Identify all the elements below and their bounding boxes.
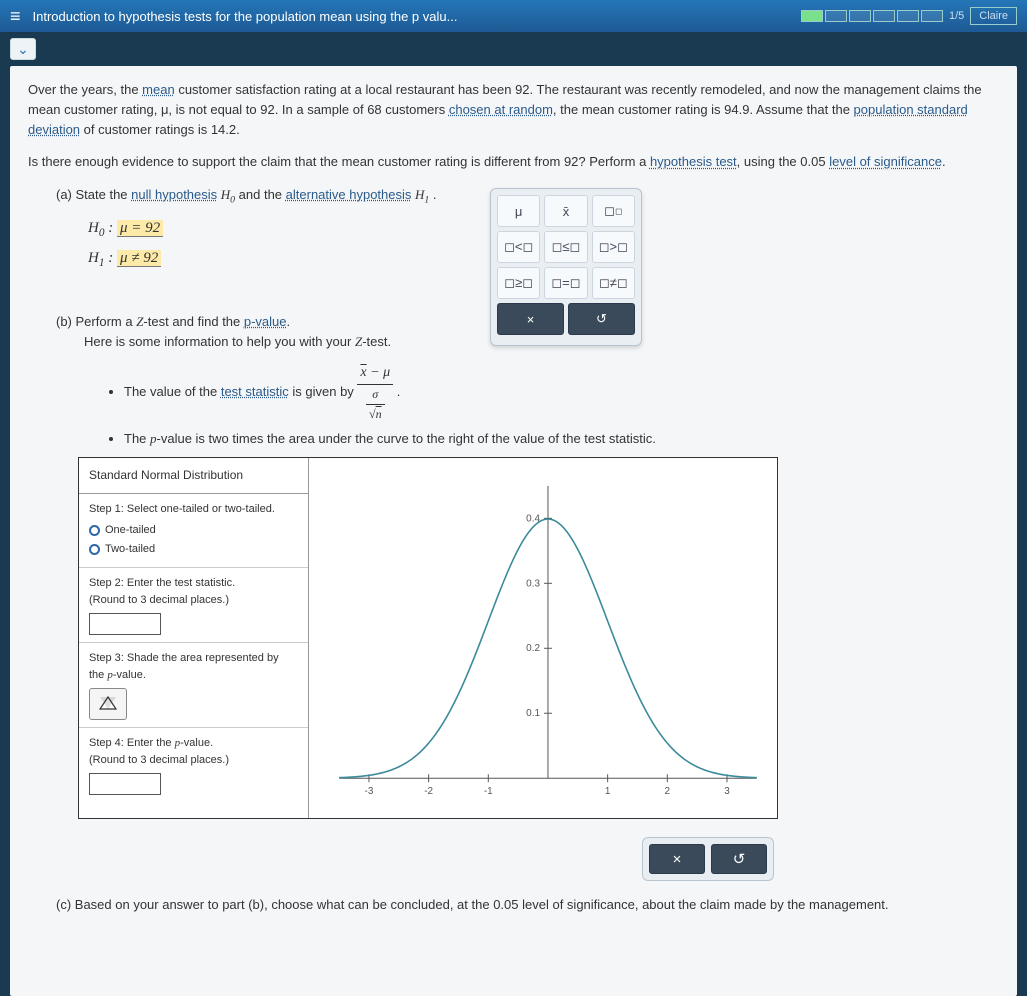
header-bar: ≡ Introduction to hypothesis tests for t…: [0, 0, 1027, 32]
dist-controls: Standard Normal Distribution Step 1: Sel…: [79, 458, 309, 818]
z-formula: x − μ σ √n: [357, 362, 393, 423]
progress-box: [921, 10, 943, 22]
palette-lt[interactable]: ◻<◻: [497, 231, 540, 263]
problem-para-1: Over the years, the mean customer satisf…: [28, 80, 999, 140]
shade-button[interactable]: [89, 688, 127, 720]
link-mean[interactable]: mean: [142, 82, 175, 97]
svg-text:-1: -1: [484, 787, 493, 798]
page-title: Introduction to hypothesis tests for the…: [33, 9, 801, 24]
svg-text:-2: -2: [424, 787, 433, 798]
step-4: Step 4: Enter the p-value. (Round to 3 d…: [79, 728, 308, 818]
svg-text:-3: -3: [365, 787, 374, 798]
svg-text:3: 3: [724, 787, 730, 798]
h0-input[interactable]: μ = 92: [117, 220, 163, 237]
radio-one-tailed[interactable]: One-tailed: [89, 522, 298, 539]
header-right: 1/5 Claire: [801, 7, 1017, 25]
palette-ge[interactable]: ◻≥◻: [497, 267, 540, 299]
progress-box: [897, 10, 919, 22]
link-test-stat[interactable]: test statistic: [221, 384, 289, 399]
svg-text:1: 1: [605, 787, 611, 798]
svg-text:0.2: 0.2: [526, 644, 540, 655]
palette-reset[interactable]: ↺: [568, 303, 635, 335]
problem-para-2: Is there enough evidence to support the …: [28, 152, 999, 172]
user-name[interactable]: Claire: [970, 7, 1017, 25]
progress-box: [825, 10, 847, 22]
symbol-palette: μ x̄ ◻◻ ◻<◻ ◻≤◻ ◻>◻ ◻≥◻ ◻=◻ ◻≠◻ × ↺: [490, 188, 642, 346]
progress-count: 1/5: [949, 10, 964, 22]
step-2: Step 2: Enter the test statistic. (Round…: [79, 568, 308, 643]
link-alt[interactable]: alternative hypothesis: [286, 187, 412, 202]
radio-icon: [89, 525, 100, 536]
bottom-actions: × ↺: [28, 837, 999, 881]
palette-eq[interactable]: ◻=◻: [544, 267, 587, 299]
palette-clear[interactable]: ×: [497, 303, 564, 335]
collapse-button[interactable]: ⌄: [10, 38, 36, 60]
svg-text:0.3: 0.3: [526, 579, 540, 590]
dist-title: Standard Normal Distribution: [79, 458, 308, 494]
progress-bar: [801, 10, 943, 22]
part-c-label: (c) Based on your answer to part (b), ch…: [56, 895, 999, 915]
link-null[interactable]: null hypothesis: [131, 187, 217, 202]
radio-two-tailed[interactable]: Two-tailed: [89, 541, 298, 558]
test-statistic-input[interactable]: [89, 613, 161, 635]
svg-text:0.1: 0.1: [526, 709, 540, 720]
link-pvalue[interactable]: p-value: [244, 314, 287, 329]
step-3: Step 3: Shade the area represented by th…: [79, 643, 308, 728]
menu-icon[interactable]: ≡: [10, 6, 21, 27]
palette-xbar[interactable]: x̄: [544, 195, 587, 227]
step-1: Step 1: Select one-tailed or two-tailed.…: [79, 494, 308, 568]
link-level[interactable]: level of significance: [829, 154, 942, 169]
palette-mu[interactable]: μ: [497, 195, 540, 227]
link-hyp-test[interactable]: hypothesis test: [650, 154, 737, 169]
action-bar: × ↺: [642, 837, 774, 881]
pvalue-input[interactable]: [89, 773, 161, 795]
palette-box-sup[interactable]: ◻◻: [592, 195, 635, 227]
part-b-bullets: The value of the test statistic is given…: [124, 362, 999, 449]
progress-box: [849, 10, 871, 22]
radio-icon: [89, 544, 100, 555]
svg-text:2: 2: [665, 787, 671, 798]
bullet-pvalue: The p-value is two times the area under …: [124, 429, 999, 449]
clear-button[interactable]: ×: [649, 844, 705, 874]
progress-box: [873, 10, 895, 22]
palette-ne[interactable]: ◻≠◻: [592, 267, 635, 299]
bullet-formula: The value of the test statistic is given…: [124, 362, 999, 423]
link-random[interactable]: chosen at random: [449, 102, 553, 117]
reset-button[interactable]: ↺: [711, 844, 767, 874]
dist-chart: -3-2-11230.40.30.20.1: [309, 458, 777, 818]
palette-gt[interactable]: ◻>◻: [592, 231, 635, 263]
palette-le[interactable]: ◻≤◻: [544, 231, 587, 263]
h1-input[interactable]: μ ≠ 92: [117, 250, 161, 267]
distribution-panel: Standard Normal Distribution Step 1: Sel…: [78, 457, 778, 819]
progress-box: [801, 10, 823, 22]
